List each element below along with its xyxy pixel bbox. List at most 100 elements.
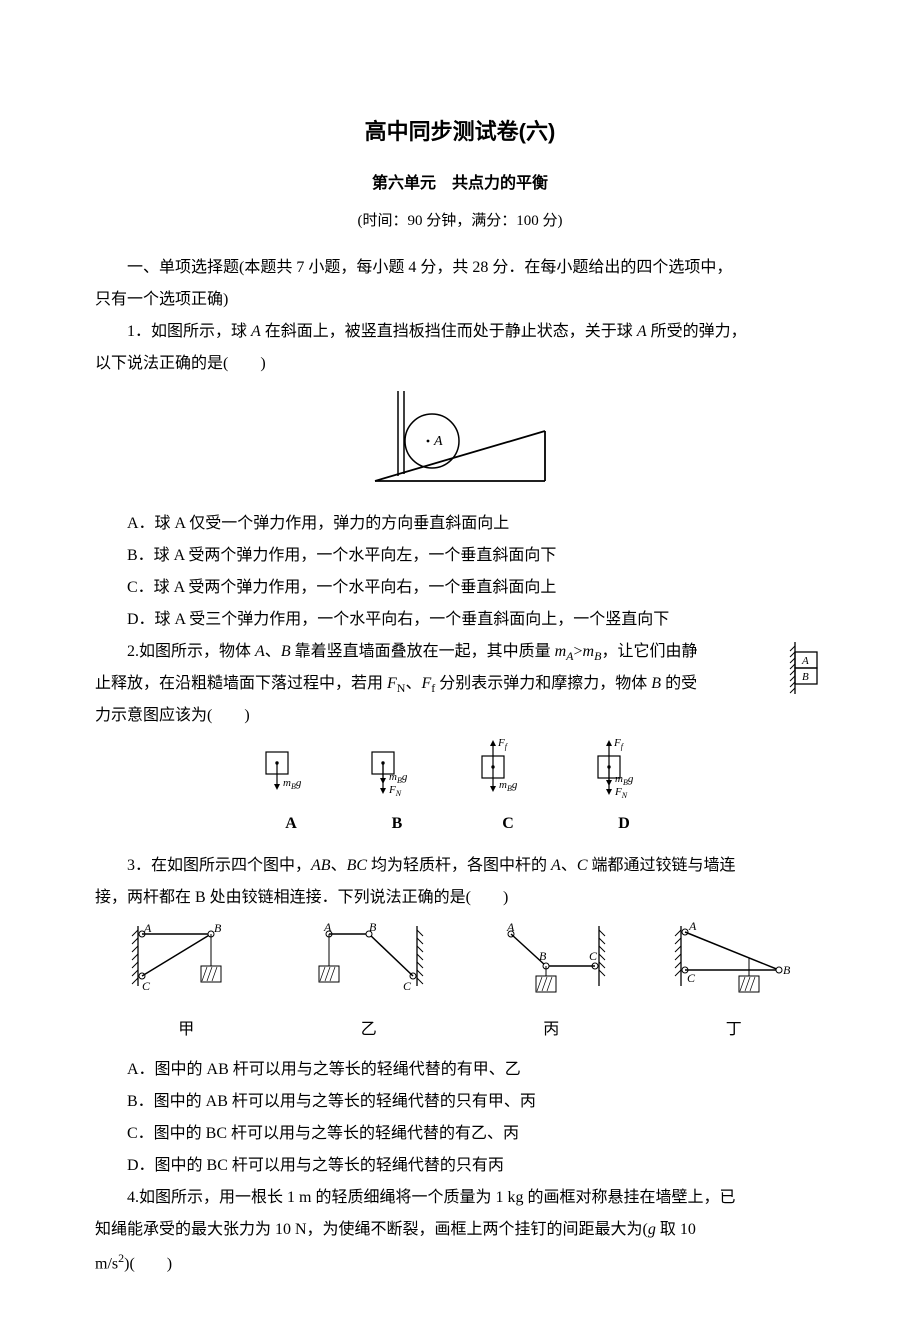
q1-post: 所受的弹力， xyxy=(647,323,747,340)
q3-l1-c: 均为轻质杆，各图中杆的 xyxy=(367,857,551,874)
q3-stem-l1: 3．在如图所示四个图中，AB、BC 均为轻质杆，各图中杆的 A、C 端都通过铰链… xyxy=(95,850,825,882)
q3-C: C xyxy=(577,857,588,874)
q2-Ff: F xyxy=(421,675,431,692)
svg-text:C: C xyxy=(142,979,151,993)
svg-text:C: C xyxy=(403,979,412,993)
q3-fig-yi: A B C xyxy=(278,920,461,1012)
q2-stem-l1: 2.如图所示，物体 A、B 靠着竖直墙面叠放在一起，其中质量 mA>mB，让它们… xyxy=(95,636,825,668)
q2-opt-C: Ff mBg C xyxy=(468,736,548,840)
q2-opt-A: mBg A xyxy=(256,736,326,840)
svg-text:Ff: Ff xyxy=(613,737,625,751)
q2-mA: mA xyxy=(555,643,574,660)
meta-info: (时间：90 分钟，满分：100 分) xyxy=(95,206,825,236)
q2-stem-l3: 力示意图应该为( ) xyxy=(95,700,825,732)
q2-wall-figure: A B xyxy=(789,640,825,708)
section-1-header-cont: 只有一个选项正确) xyxy=(95,284,825,316)
q1-diagram: A xyxy=(360,386,560,486)
q3-l1-a: 3．在如图所示四个图中， xyxy=(127,857,311,874)
q3-choice-B: B．图中的 AB 杆可以用与之等长的轻绳代替的只有甲、丙 xyxy=(95,1086,825,1118)
q3-fig-jia: A B C xyxy=(95,920,278,1012)
q2-optB-label: B xyxy=(362,808,432,840)
q1-pre: 1．如图所示，球 xyxy=(127,323,251,340)
q1-choice-C: C．球 A 受两个弹力作用，一个水平向右，一个垂直斜面向上 xyxy=(95,572,825,604)
q2-optB-svg: mBg FN xyxy=(362,736,432,796)
q1-var-A1: A xyxy=(251,323,261,340)
svg-text:mBg: mBg xyxy=(499,779,518,793)
q1-choice-A: A．球 A 仅受一个弹力作用，弹力的方向垂直斜面向上 xyxy=(95,508,825,540)
q2-optA-label: A xyxy=(256,808,326,840)
svg-text:A: A xyxy=(323,920,332,934)
q2-optC-svg: Ff mBg xyxy=(468,736,548,796)
q2-wall-B: B xyxy=(802,671,809,683)
q4-stem-l3: m/s2)( ) xyxy=(95,1246,825,1280)
q2-l2-b: 、 xyxy=(405,675,421,692)
svg-text:B: B xyxy=(783,963,791,977)
svg-text:FN: FN xyxy=(614,786,628,800)
q3-choice-C: C．图中的 BC 杆可以用与之等长的轻绳代替的有乙、丙 xyxy=(95,1118,825,1150)
q2-l1-a: 2.如图所示，物体 xyxy=(127,643,255,660)
q3-captions: 甲 乙 丙 丁 xyxy=(95,1014,825,1046)
q3-l1-e: 端都通过铰链与墙连 xyxy=(588,857,736,874)
svg-text:Ff: Ff xyxy=(497,737,509,751)
q4-stem-l2: 知绳能承受的最大张力为 10 N，为使绳不断裂，画框上两个挂钉的间距最大为(g … xyxy=(95,1214,825,1246)
section-1-header: 一、单项选择题(本题共 7 小题，每小题 4 分，共 28 分．在每小题给出的四… xyxy=(95,252,825,284)
q1-choice-D: D．球 A 受三个弹力作用，一个水平向右，一个垂直斜面向上，一个竖直向下 xyxy=(95,604,825,636)
svg-text:mBg: mBg xyxy=(615,773,634,787)
page-title: 高中同步测试卷(六) xyxy=(95,110,825,154)
q3-cap-ding: 丁 xyxy=(643,1014,826,1046)
q1-B-text: B．球 A 受两个弹力作用，一个水平向左，一个垂直斜面向下 xyxy=(127,547,556,564)
svg-text:A: A xyxy=(688,919,697,933)
q3-stem-l2: 接，两杆都在 B 处由铰链相连接．下列说法正确的是( ) xyxy=(95,882,825,914)
q2-var-B2: B xyxy=(651,675,661,692)
q2-FN: F xyxy=(387,675,397,692)
subtitle: 第六单元 共点力的平衡 xyxy=(95,168,825,200)
q3-l1-b: 、 xyxy=(331,857,347,874)
q1-figure: A xyxy=(95,386,825,498)
q2-l1-d: ，让它们由静 xyxy=(601,643,697,660)
q2-var-B: B xyxy=(281,643,291,660)
q1-A-text: A．球 A 仅受一个弹力作用，弹力的方向垂直斜面向上 xyxy=(127,515,509,532)
svg-text:C: C xyxy=(589,949,598,963)
svg-text:B: B xyxy=(214,921,222,935)
q2-optA-svg: mBg xyxy=(256,736,326,796)
svg-text:A: A xyxy=(506,920,515,934)
q1-var-A2: A xyxy=(637,323,647,340)
q2-var-A: A xyxy=(255,643,265,660)
section-1-header-text-1: 一、单项选择题(本题共 7 小题，每小题 4 分，共 28 分．在每小题给出的四… xyxy=(127,259,732,276)
q4-l3-a: m/s xyxy=(95,1256,118,1273)
q2-l1-b: 、 xyxy=(265,643,281,660)
q3-figures: A B C A B C xyxy=(95,920,825,1012)
q2-l1-c: 靠着竖直墙面叠放在一起，其中质量 xyxy=(291,643,555,660)
q3-choice-A: A．图中的 AB 杆可以用与之等长的轻绳代替的有甲、乙 xyxy=(95,1054,825,1086)
q4-l3-b: )( ) xyxy=(124,1256,172,1273)
q2-optD-svg: Ff mBg FN xyxy=(584,736,664,796)
q3-cap-bing: 丙 xyxy=(460,1014,643,1046)
q1-C-text: C．球 A 受两个弹力作用，一个水平向右，一个垂直斜面向上 xyxy=(127,579,556,596)
svg-text:mBg: mBg xyxy=(389,771,408,785)
q2-l2-c: 分别表示弹力和摩擦力，物体 xyxy=(435,675,651,692)
q2-opt-D: Ff mBg FN D xyxy=(584,736,664,840)
q2-l2-d: 的受 xyxy=(661,675,697,692)
q1-mid: 在斜面上，被竖直挡板挡住而处于静止状态，关于球 xyxy=(261,323,637,340)
q2-l2-a: 止释放，在沿粗糙墙面下落过程中，若用 xyxy=(95,675,387,692)
q1-stem-line2: 以下说法正确的是( ) xyxy=(95,348,825,380)
q3-choice-D: D．图中的 BC 杆可以用与之等长的轻绳代替的只有丙 xyxy=(95,1150,825,1182)
q4-stem-l1: 4.如图所示，用一根长 1 m 的轻质细绳将一个质量为 1 kg 的画框对称悬挂… xyxy=(95,1182,825,1214)
q2-mB: mB xyxy=(583,643,602,660)
svg-text:B: B xyxy=(369,920,377,934)
svg-text:C: C xyxy=(687,971,696,985)
q4-l2-b: 取 10 xyxy=(656,1221,696,1238)
q2-wall-svg: A B xyxy=(789,640,825,696)
q1-choice-B: B．球 A 受两个弹力作用，一个水平向左，一个垂直斜面向下 xyxy=(95,540,825,572)
q2-block: A B 2.如图所示，物体 A、B 靠着竖直墙面叠放在一起，其中质量 mA>mB… xyxy=(95,636,825,732)
q4-g: g xyxy=(648,1221,656,1238)
q1-D-text: D．球 A 受三个弹力作用，一个水平向右，一个垂直斜面向上，一个竖直向下 xyxy=(127,611,669,628)
q2-optC-label: C xyxy=(468,808,548,840)
q3-l1-d: 、 xyxy=(561,857,577,874)
q2-stem-l2: 止释放，在沿粗糙墙面下落过程中，若用 FN、Ff 分别表示弹力和摩擦力，物体 B… xyxy=(95,668,825,700)
svg-text:FN: FN xyxy=(388,784,402,798)
q3-cap-jia: 甲 xyxy=(95,1014,278,1046)
q2-optD-label: D xyxy=(584,808,664,840)
q1-stem-line1: 1．如图所示，球 A 在斜面上，被竖直挡板挡住而处于静止状态，关于球 A 所受的… xyxy=(95,316,825,348)
q2-options: mBg A mBg FN B Ff mBg C xyxy=(95,736,825,840)
